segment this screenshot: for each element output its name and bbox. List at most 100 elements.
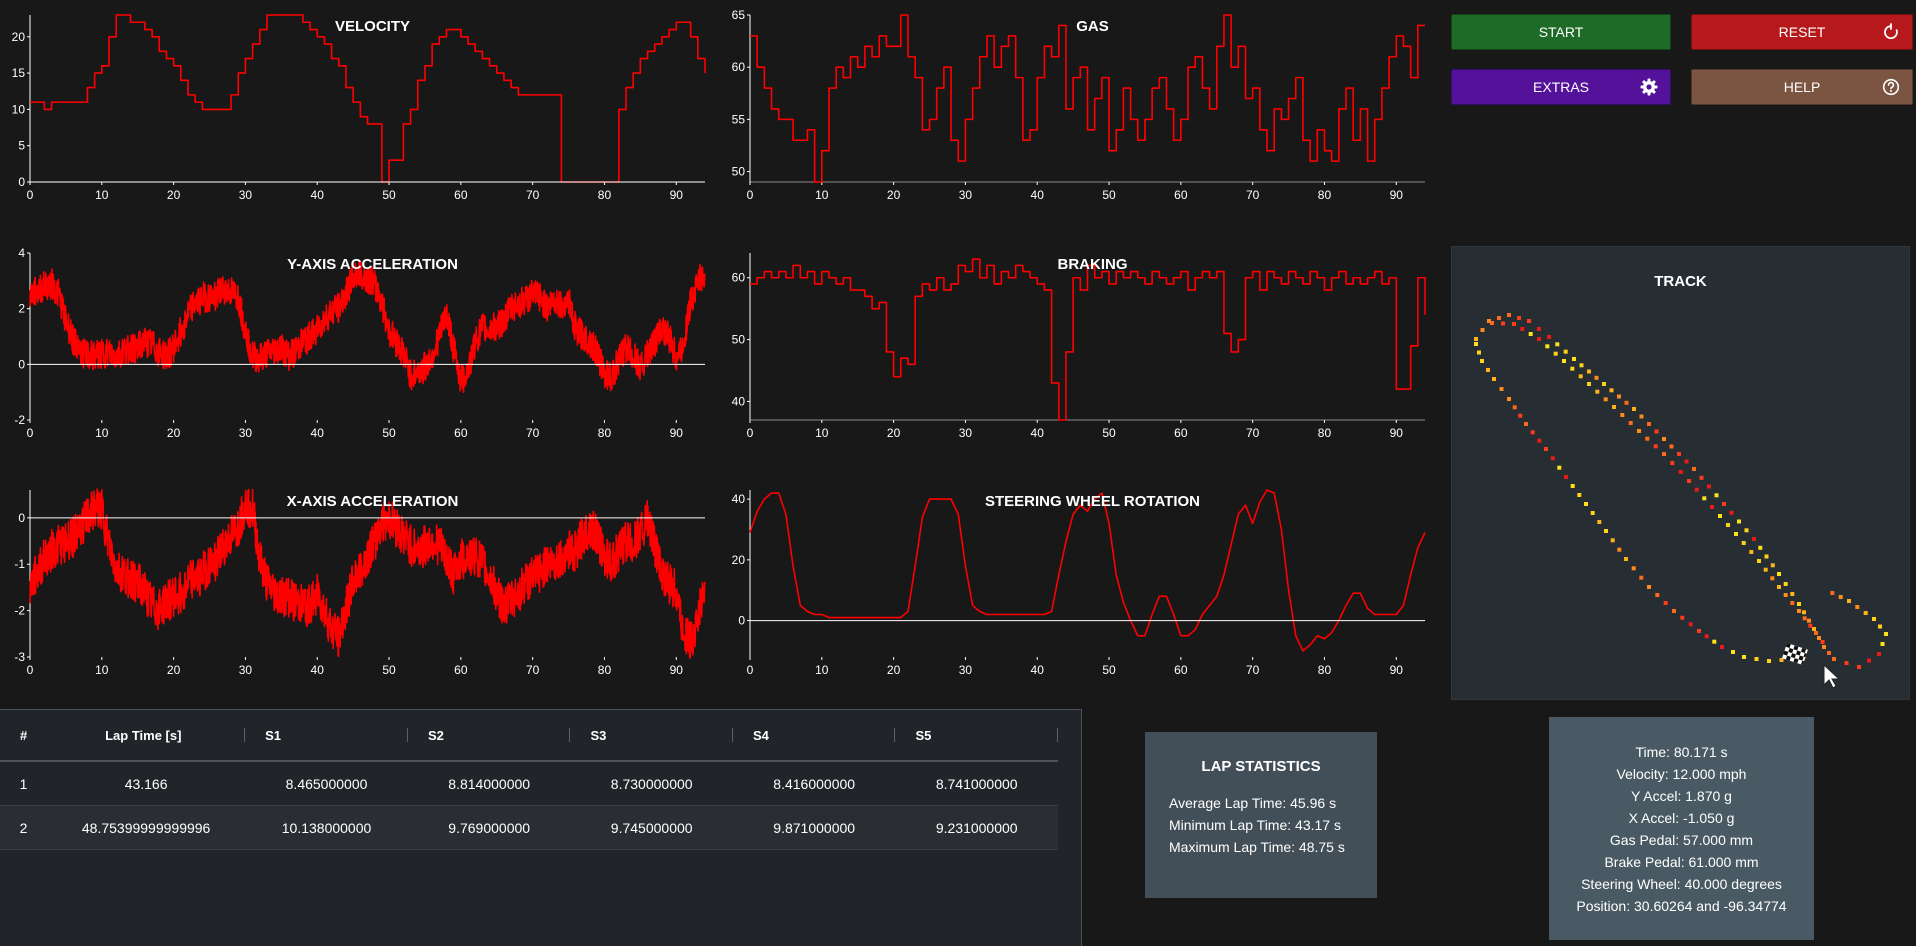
track-point [1492,377,1496,381]
x-tick-label: 50 [1102,426,1116,440]
track-point [1838,595,1843,599]
table-row[interactable]: 2 48.75399999999996 10.138000000 9.76900… [0,805,1058,850]
track-point [1832,657,1836,661]
track-point [1474,337,1478,341]
x-tick-label: 10 [95,188,109,202]
track-point [1827,651,1831,655]
y-tick-label: 4 [18,246,25,260]
track-point [1817,636,1821,640]
track-point [1718,514,1722,518]
y-tick-label: -3 [14,650,25,664]
x-tick-label: 30 [239,188,253,202]
chart-title: VELOCITY [335,18,410,35]
track-point [1537,438,1542,443]
reset-button-label: RESET [1778,24,1826,40]
track-point [1512,322,1516,326]
col-header-s5[interactable]: S5 [895,710,1058,762]
col-header-lap-time[interactable]: Lap Time [s] [47,710,246,762]
x-tick-label: 90 [1390,663,1404,677]
track-point [1477,350,1481,355]
track-point [1517,316,1521,320]
track-point [1654,429,1659,434]
lap-table-header: # Lap Time [s] S1 S2 S3 S4 S5 [0,710,1058,762]
track-point [1564,475,1568,479]
x-tick-label: 0 [27,188,34,202]
x-tick-label: 90 [670,426,684,440]
cell-index: 1 [0,761,48,806]
y-tick-label: 0 [18,357,25,371]
braking-chart-svg: 40 50 60 0 10 20 30 40 50 60 70 80 90 BRAKING [732,253,1426,440]
col-header-s1[interactable]: S1 [245,710,408,762]
col-header-s3[interactable]: S3 [570,710,733,762]
y-tick-label: 2 [18,302,25,316]
x-tick-label: 10 [95,663,109,677]
col-header-s2[interactable]: S2 [407,710,571,762]
x-tick-label: 20 [887,426,901,440]
track-point [1880,642,1885,646]
track-point [1590,511,1595,515]
track-point [1647,585,1651,589]
track-point [1507,397,1511,401]
track-point [1767,659,1771,663]
series-line [749,489,1426,652]
track-point [1490,321,1494,325]
track-point [1822,645,1826,649]
y-accel-chart: -2 0 2 4 0 10 20 30 40 50 60 70 80 90 Y-AXIS ACCELERAT… [0,246,720,448]
y-tick-label: -2 [14,413,25,427]
track-point [1595,389,1600,394]
track-point [1744,528,1749,533]
x-tick-label: 90 [1390,426,1404,440]
y-tick-label: 50 [732,333,746,347]
track-point [1763,567,1768,572]
track-point [1758,545,1763,550]
y-tick-label: 0 [18,175,25,189]
track-point [1587,369,1591,374]
track-point [1563,349,1568,354]
track-dots [1474,313,1888,669]
cell-s3: 9.745000000 [570,805,733,850]
track-point [1670,461,1675,465]
track-point [1647,422,1651,426]
track-point [1877,652,1881,656]
track-point [1610,538,1615,543]
cell-s1: 10.138000000 [245,805,408,850]
cursor-arrow-icon [1823,663,1841,689]
x-tick-label: 70 [1246,188,1260,202]
track-point [1749,550,1754,554]
cell-s5: 9.231000000 [895,805,1058,850]
track-point [1527,319,1531,323]
y-tick-label: 20 [12,30,26,44]
track-point [1779,658,1784,662]
col-header-index[interactable]: # [0,710,48,762]
track-point [1547,335,1551,339]
track-point [1645,436,1650,441]
x-tick-label: 90 [670,663,684,677]
x-tick-label: 30 [239,426,253,440]
x-tick-label: 50 [1102,188,1116,202]
cell-s2: 8.814000000 [407,761,571,806]
x-tick-label: 20 [887,663,901,677]
track-point [1699,475,1704,480]
velocity-chart: 0 5 10 15 20 0 10 20 30 40 50 60 70 80 90 VELOCITY [0,10,720,210]
col-header-s4[interactable]: S4 [732,710,896,762]
extras-button[interactable]: EXTRAS [1451,69,1671,105]
track-point [1802,616,1807,621]
track-point [1692,467,1696,471]
track-point [1844,661,1849,665]
track-point [1797,602,1801,606]
start-button[interactable]: START [1451,14,1671,50]
track-point [1662,452,1666,456]
telemetry-position: Position: 30.60264 and -96.34774 [1576,898,1787,914]
track-point [1807,618,1811,623]
track-point [1572,357,1576,361]
track-point [1867,658,1871,663]
x-tick-label: 10 [815,426,829,440]
x-tick-label: 40 [311,663,325,677]
help-button[interactable]: HELP [1691,69,1913,105]
x-tick-label: 70 [526,426,540,440]
reset-button[interactable]: RESET [1691,14,1913,50]
track-point [1752,537,1756,541]
table-row[interactable]: 1 43.166 8.465000000 8.814000000 8.73000… [0,761,1058,806]
lap-statistics-title: LAP STATISTICS [1201,758,1321,775]
x-tick-label: 80 [598,663,612,677]
